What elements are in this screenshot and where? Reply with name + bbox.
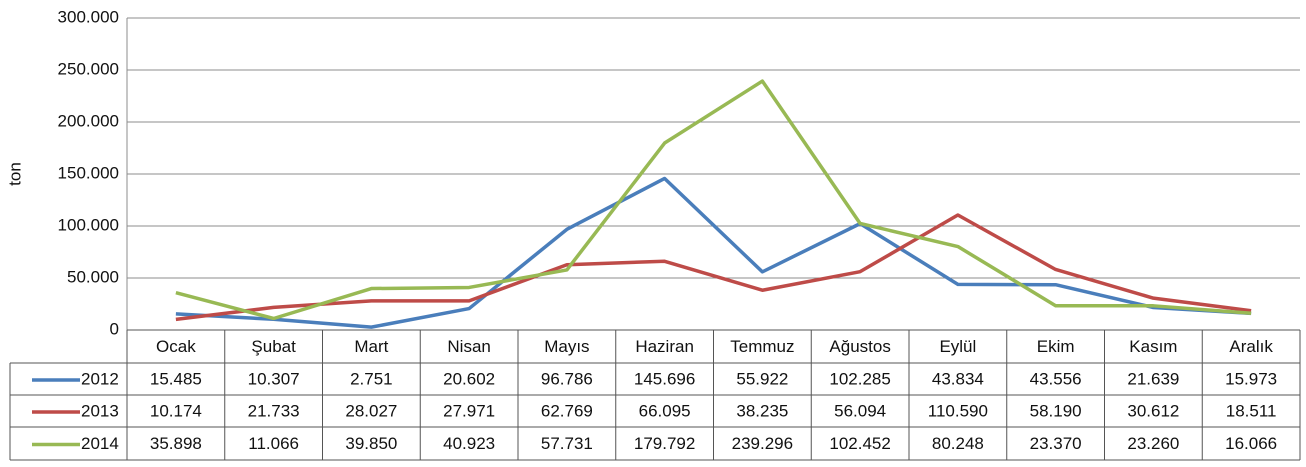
table-cell: 15.485 <box>150 369 202 388</box>
table-cell: 179.792 <box>634 434 695 453</box>
table-cell: 10.307 <box>248 369 300 388</box>
table-cell: 56.094 <box>834 401 886 420</box>
table-cell: 38.235 <box>736 401 788 420</box>
x-tick-label: Eylül <box>939 337 976 356</box>
y-tick-label: 300.000 <box>58 7 119 26</box>
table-cell: 145.696 <box>634 369 695 388</box>
table-cell: 66.095 <box>639 401 691 420</box>
table-cell: 58.190 <box>1030 401 1082 420</box>
table-cell: 23.370 <box>1030 434 1082 453</box>
x-tick-label: Mart <box>354 337 388 356</box>
series-line <box>175 176 1252 329</box>
x-tick-label: Mayıs <box>544 337 589 356</box>
y-tick-label: 50.000 <box>67 267 119 286</box>
y-tick-label: 150.000 <box>58 163 119 182</box>
x-tick-label: Şubat <box>251 337 296 356</box>
table-cell: 96.786 <box>541 369 593 388</box>
x-tick-label: Ocak <box>156 337 196 356</box>
table-cell: 16.066 <box>1225 434 1277 453</box>
x-tick-label: Aralık <box>1229 337 1273 356</box>
legend-label: 2012 <box>81 369 119 388</box>
table-cell: 110.590 <box>928 401 988 420</box>
table-cell: 30.612 <box>1127 401 1179 420</box>
table-cell: 21.733 <box>248 401 300 420</box>
table-cell: 21.639 <box>1127 369 1179 388</box>
table-cell: 11.066 <box>248 434 299 453</box>
table-cell: 15.973 <box>1225 369 1277 388</box>
table-cell: 80.248 <box>932 434 984 453</box>
table-cell: 102.285 <box>829 369 890 388</box>
x-tick-label: Ekim <box>1037 337 1075 356</box>
legend-label: 2013 <box>81 401 119 420</box>
table-cell: 57.731 <box>541 434 593 453</box>
table-cell: 40.923 <box>443 434 495 453</box>
y-tick-label: 250.000 <box>58 59 119 78</box>
y-tick-label: 200.000 <box>58 111 119 130</box>
table-cell: 62.769 <box>541 401 593 420</box>
table-cell: 23.260 <box>1127 434 1179 453</box>
legend-label: 2014 <box>81 434 119 453</box>
table-cell: 28.027 <box>345 401 397 420</box>
x-tick-label: Ağustos <box>829 337 890 356</box>
x-tick-label: Haziran <box>635 337 694 356</box>
table-cell: 2.751 <box>350 369 393 388</box>
table-cell: 35.898 <box>150 434 202 453</box>
y-tick-label: 100.000 <box>58 215 119 234</box>
table-cell: 102.452 <box>829 434 890 453</box>
table-cell: 43.556 <box>1030 369 1082 388</box>
series-line <box>175 79 1252 321</box>
y-tick-label: 0 <box>110 319 119 338</box>
table-cell: 10.174 <box>150 401 202 420</box>
table-cell: 20.602 <box>443 369 495 388</box>
x-tick-label: Nisan <box>447 337 490 356</box>
table-cell: 43.834 <box>932 369 984 388</box>
y-axis-title: ton <box>5 162 24 186</box>
table-cell: 39.850 <box>345 434 397 453</box>
table-cell: 18.511 <box>1226 401 1277 420</box>
table-cell: 27.971 <box>443 401 495 420</box>
x-tick-label: Temmuz <box>730 337 794 356</box>
table-cell: 55.922 <box>736 369 788 388</box>
x-tick-label: Kasım <box>1129 337 1177 356</box>
series-line <box>175 213 1252 322</box>
table-cell: 239.296 <box>732 434 793 453</box>
